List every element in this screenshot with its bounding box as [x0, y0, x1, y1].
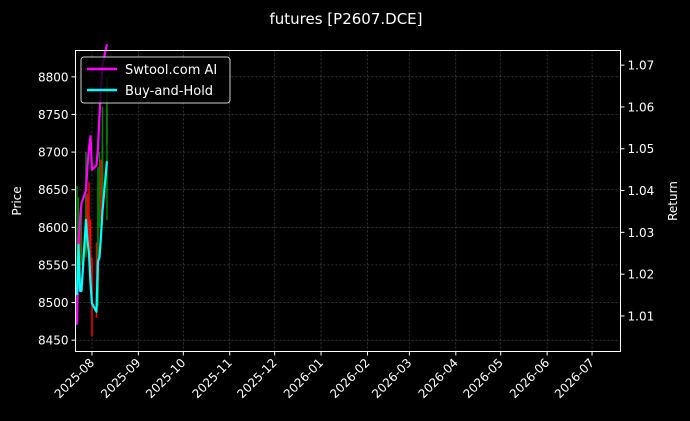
- y-tick-label: 8600: [38, 221, 69, 235]
- x-tick-label: 2026-02: [327, 356, 372, 401]
- x-tick-label: 2025-08: [52, 356, 97, 401]
- x-tick-label: 2025-09: [98, 356, 143, 401]
- y-axis-return: 1.01 1.02 1.03 1.04 1.05 1.06 1.07: [620, 59, 655, 323]
- candle-body: [106, 106, 108, 145]
- buyhold-return-line: [75, 161, 109, 313]
- candle-body: [89, 227, 92, 265]
- y2-tick-label: 1.04: [628, 184, 655, 198]
- y2-axis-label: Return: [666, 181, 680, 221]
- chart-title: futures [P2607.DCE]: [269, 10, 422, 28]
- candle-body: [101, 144, 104, 198]
- y-tick-label: 8550: [38, 258, 69, 272]
- x-tick-label: 2025-11: [189, 356, 234, 401]
- y-tick-label: 8500: [38, 296, 69, 310]
- legend-label-strategy: Swtool.com AI: [125, 63, 217, 78]
- y-axis-label: Price: [10, 186, 24, 215]
- plot-frame: [75, 50, 621, 352]
- y2-tick-label: 1.03: [628, 226, 655, 240]
- candle-body: [79, 227, 81, 258]
- y2-tick-label: 1.07: [628, 59, 655, 73]
- x-axis: 2025-08 2025-09 2025-10 2025-11 2025-12 2026-…: [52, 351, 597, 401]
- y-tick-label: 8650: [38, 183, 69, 197]
- y-tick-label: 8750: [38, 108, 69, 122]
- y2-tick-label: 1.05: [628, 142, 655, 156]
- x-tick-label: 2026-07: [552, 356, 597, 401]
- grid: [75, 50, 621, 352]
- x-tick-label: 2026-03: [369, 356, 414, 401]
- y2-tick-label: 1.06: [628, 100, 655, 114]
- candle-body: [88, 216, 90, 228]
- y2-tick-label: 1.01: [628, 309, 655, 323]
- x-tick-label: 2026-06: [507, 356, 552, 401]
- legend: Swtool.com AI Buy-and-Hold: [80, 56, 231, 104]
- candle-body: [86, 197, 89, 217]
- candle-body: [91, 264, 93, 296]
- y2-tick-label: 1.02: [628, 268, 655, 282]
- y-tick-label: 8800: [38, 70, 69, 84]
- x-tick-label: 2026-04: [416, 356, 461, 401]
- y-tick-label: 8450: [38, 334, 69, 348]
- candle-body: [97, 189, 99, 303]
- x-tick-label: 2026-01: [281, 356, 326, 401]
- x-tick-label: 2026-05: [460, 356, 505, 401]
- y-tick-label: 8700: [38, 146, 69, 160]
- candle-body: [80, 253, 83, 258]
- legend-label-buyhold: Buy-and-Hold: [125, 84, 213, 99]
- x-tick-label: 2025-10: [143, 356, 188, 401]
- candle-body: [98, 182, 101, 190]
- candle-body: [100, 182, 102, 198]
- x-tick-label: 2025-12: [234, 356, 279, 401]
- y-axis-price: 8450 8500 8550 8600 8650 8700 8750 8800: [38, 70, 76, 348]
